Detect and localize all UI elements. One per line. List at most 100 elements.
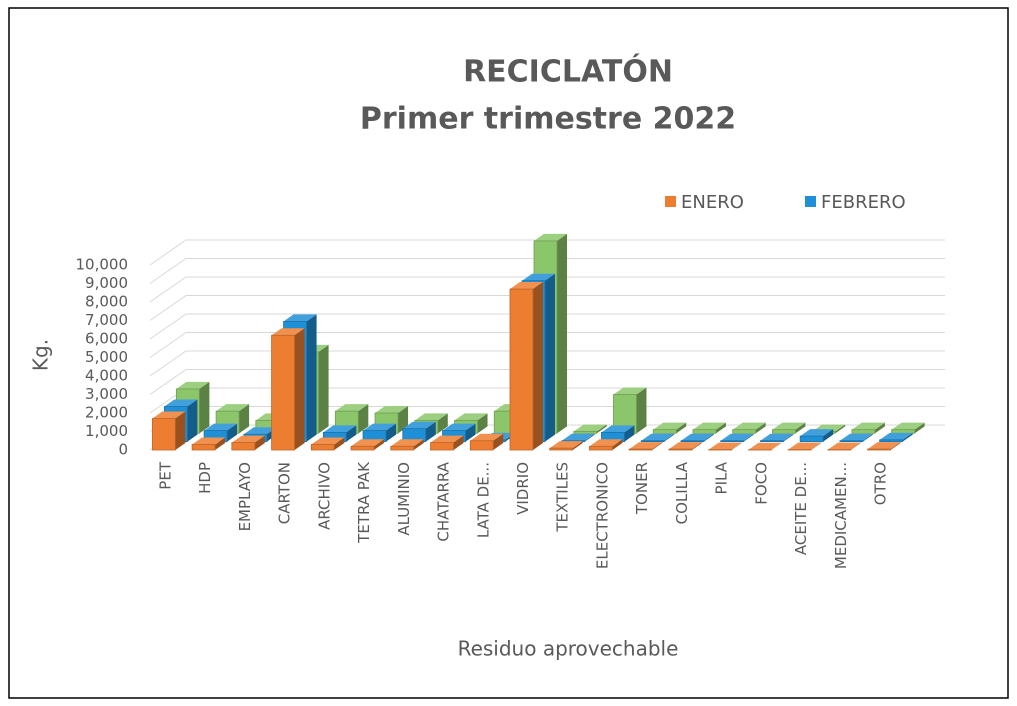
bar-top [827, 442, 861, 450]
bar-side [175, 411, 186, 450]
bar-front [668, 448, 693, 451]
bar-top [653, 422, 687, 430]
legend-swatch [665, 196, 676, 207]
bar [601, 425, 635, 443]
x-tick-label: COLILLA [673, 461, 691, 524]
bar-front [799, 435, 824, 443]
y-tick-label: 10,000 [76, 256, 129, 274]
bar [748, 442, 782, 451]
y-tick-label: 9,000 [85, 274, 128, 292]
bar-top [375, 405, 409, 413]
y-tick-label: 7,000 [85, 311, 128, 329]
grid-line [149, 239, 945, 266]
bar [787, 442, 822, 451]
y-tick-label: 0 [118, 441, 128, 459]
bar [668, 442, 702, 451]
bar-side [557, 233, 567, 434]
bar [390, 439, 424, 451]
bar-side [584, 433, 595, 442]
bar-front [271, 334, 295, 451]
bar-side [187, 399, 198, 442]
bar [362, 423, 397, 443]
bar-top [351, 439, 385, 447]
x-axis-title: Residuo aprovechable [458, 637, 679, 661]
y-tick-label: 4,000 [85, 367, 128, 385]
bar-top [534, 233, 567, 241]
grid-line [149, 369, 945, 395]
bar [867, 442, 901, 451]
bar-side [636, 387, 647, 434]
bar [231, 435, 265, 451]
bar-top [283, 314, 317, 322]
bar [271, 328, 305, 451]
bar-front [891, 429, 916, 434]
bar-front [640, 440, 665, 443]
bar-front [652, 429, 677, 434]
bar-top [708, 442, 742, 450]
grid-line [149, 332, 945, 358]
bar [772, 422, 806, 434]
bar-front [469, 440, 494, 451]
bar-top [549, 441, 583, 449]
bar-side [227, 423, 238, 442]
bar-top [879, 432, 913, 440]
bar-top [311, 437, 345, 445]
bar-side [914, 422, 925, 434]
bar-front [628, 448, 653, 451]
bar-top [335, 404, 369, 412]
legend-label: ENERO [681, 192, 744, 213]
bar-side [743, 433, 754, 442]
bar-front [231, 442, 256, 451]
bar-front [720, 440, 745, 443]
bar-side [358, 404, 369, 434]
bar-side [437, 413, 448, 434]
grid-line [149, 258, 945, 284]
bar-side [823, 429, 834, 442]
bar-side [346, 425, 357, 442]
x-tick-label: EMPLAYO [236, 462, 254, 531]
bar [589, 439, 623, 451]
chart-subtitle: Primer trimestre 2022 [360, 102, 736, 137]
chart-title: RECICLATÓN [463, 53, 673, 90]
x-tick-label: VIDRIO [514, 462, 532, 515]
bar-top [851, 422, 885, 430]
x-tick-label: CHATARRA [435, 461, 453, 541]
bar-top [613, 387, 647, 395]
x-tick-label: OTRO [872, 462, 890, 505]
bar-front [692, 429, 717, 434]
bar-top [390, 439, 424, 447]
bar-top [192, 437, 226, 445]
y-tick-label: 5,000 [85, 348, 128, 366]
bar-side [862, 433, 873, 442]
bar-front [589, 445, 613, 451]
bar [760, 433, 794, 443]
x-tick-label: TEXTILES [554, 462, 572, 533]
y-axis-title: Kg. [29, 339, 53, 371]
bar [799, 429, 834, 443]
y-tick-label: 6,000 [85, 330, 128, 348]
bar [203, 423, 238, 443]
bar-top [231, 435, 265, 443]
bar [549, 441, 583, 451]
bar-top [641, 433, 675, 441]
x-tick-label: TETRA PAK [355, 461, 373, 544]
bar-side [902, 432, 913, 442]
bar [350, 439, 385, 451]
bar-side [306, 314, 317, 442]
bar-side [652, 442, 663, 450]
bar-top [800, 429, 834, 437]
bar-top [363, 423, 397, 431]
bar-side [874, 422, 885, 434]
y-tick-label: 1,000 [85, 422, 128, 440]
bar-side [413, 439, 424, 450]
bar-side [398, 405, 409, 434]
bar-top [522, 273, 555, 281]
x-tick-label: PILA [713, 461, 731, 494]
bar-front [509, 288, 534, 451]
bar-side [425, 421, 436, 442]
bar-front [760, 440, 784, 443]
bar [692, 422, 726, 434]
bar-top [692, 422, 726, 430]
bar [613, 387, 647, 434]
bar-side [755, 422, 766, 434]
